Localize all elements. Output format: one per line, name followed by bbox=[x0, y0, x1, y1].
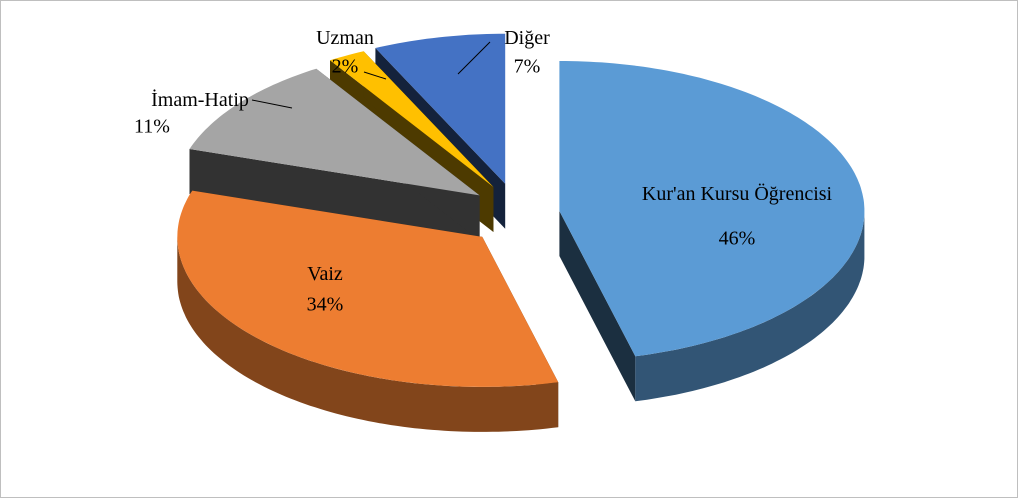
slice bbox=[559, 61, 865, 357]
label-box: Diğer bbox=[504, 27, 550, 49]
leader-line bbox=[363, 71, 387, 80]
slice bbox=[177, 190, 559, 387]
leader-line bbox=[251, 99, 293, 109]
slice-side bbox=[189, 149, 480, 241]
label-box: Kur'an Kursu Öğrencisi bbox=[641, 183, 833, 205]
category-label: Kur'an Kursu Öğrencisi bbox=[641, 183, 833, 205]
value-label: 7% bbox=[514, 56, 541, 78]
value-label: 34% bbox=[307, 294, 344, 316]
label-box: İmam-Hatip bbox=[151, 89, 249, 111]
value-label: 11% bbox=[134, 116, 170, 138]
category-label: Uzman bbox=[316, 27, 374, 49]
category-label: Vaiz bbox=[307, 263, 343, 285]
value-label: 2% bbox=[332, 56, 359, 78]
slice bbox=[330, 51, 494, 188]
slice bbox=[375, 33, 506, 184]
label-box: Uzman bbox=[316, 27, 374, 49]
value-label: 46% bbox=[719, 228, 756, 250]
category-label: Diğer bbox=[504, 27, 550, 49]
slice bbox=[189, 68, 480, 196]
slice-wall bbox=[177, 236, 559, 432]
leader-line bbox=[457, 41, 491, 75]
slice-wall bbox=[635, 211, 865, 402]
label-box: Vaiz bbox=[307, 263, 343, 285]
category-label: İmam-Hatip bbox=[151, 89, 249, 111]
slice-side bbox=[559, 211, 636, 402]
